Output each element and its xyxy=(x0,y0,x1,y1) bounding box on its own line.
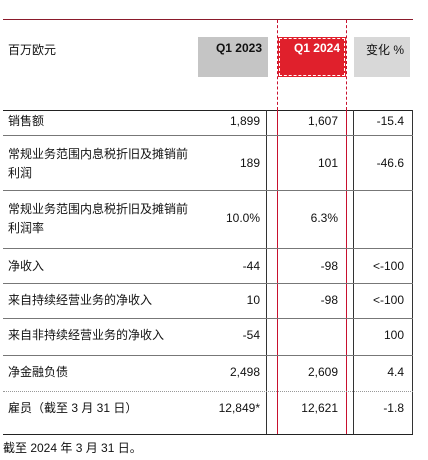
table-cell: -98 xyxy=(320,259,338,273)
table-cell: 10.0% xyxy=(225,211,260,225)
table-cell: 12,849* xyxy=(218,401,260,415)
table-row-label: 净金融负债 xyxy=(8,365,69,379)
table-cell: 6.3% xyxy=(310,211,338,225)
row-divider xyxy=(3,391,413,392)
table-cell: 100 xyxy=(383,328,404,342)
table-cell: 1,899 xyxy=(229,114,260,128)
table-row-label: 常规业务范围内息税折旧及摊销前利润 xyxy=(8,147,189,180)
table-cell: 101 xyxy=(317,156,338,170)
row-divider xyxy=(3,318,413,319)
row-divider xyxy=(3,248,413,249)
header-q1-2023: Q1 2023 xyxy=(198,37,268,77)
table-cell: -1.8 xyxy=(383,401,404,415)
table-cell: 4.4 xyxy=(387,365,404,379)
col-divider-1 xyxy=(266,110,267,435)
q2024-guide-left xyxy=(277,20,278,110)
col-divider-q2024-right xyxy=(346,110,347,435)
table-row-label: 销售额 xyxy=(8,114,45,128)
top-rule xyxy=(3,19,413,20)
table-cell: -15.4 xyxy=(376,114,404,128)
unit-label: 百万欧元 xyxy=(8,43,57,57)
row-divider xyxy=(3,283,413,284)
table-cell: -98 xyxy=(320,293,338,307)
table-cell: <-100 xyxy=(372,259,404,273)
table-row-label: 来自非持续经营业务的净收入 xyxy=(8,328,165,342)
table-bottom-border xyxy=(3,434,413,435)
table-row-label: 雇员（截至 3 月 31 日） xyxy=(8,401,138,415)
table-top-border xyxy=(3,110,413,111)
table-cell: <-100 xyxy=(372,293,404,307)
row-divider xyxy=(3,190,413,191)
table-cell: 189 xyxy=(239,156,260,170)
table-row-label: 净收入 xyxy=(8,259,45,273)
col-divider-right xyxy=(412,110,413,435)
col-divider-3 xyxy=(353,110,354,435)
row-divider xyxy=(3,355,413,356)
table-cell: 10 xyxy=(246,293,260,307)
col-divider-q2024-left xyxy=(277,110,278,435)
table-cell: 2,609 xyxy=(307,365,338,379)
table-cell: -44 xyxy=(242,259,260,273)
table-row-label: 来自持续经营业务的净收入 xyxy=(8,293,153,307)
q2024-guide-right xyxy=(346,20,347,110)
table-cell: 2,498 xyxy=(229,365,260,379)
table-row-label: 常规业务范围内息税折旧及摊销前利润率 xyxy=(8,202,189,235)
row-divider xyxy=(3,135,413,136)
footnote: 截至 2024 年 3 月 31 日。 xyxy=(3,441,142,455)
header-change-pct: 变化 % xyxy=(354,37,410,77)
header-q1-2024: Q1 2024 xyxy=(278,37,346,77)
table-cell: -46.6 xyxy=(376,156,404,170)
table-cell: 12,621 xyxy=(301,401,338,415)
table-cell: -54 xyxy=(242,328,260,342)
table-cell: 1,607 xyxy=(307,114,338,128)
